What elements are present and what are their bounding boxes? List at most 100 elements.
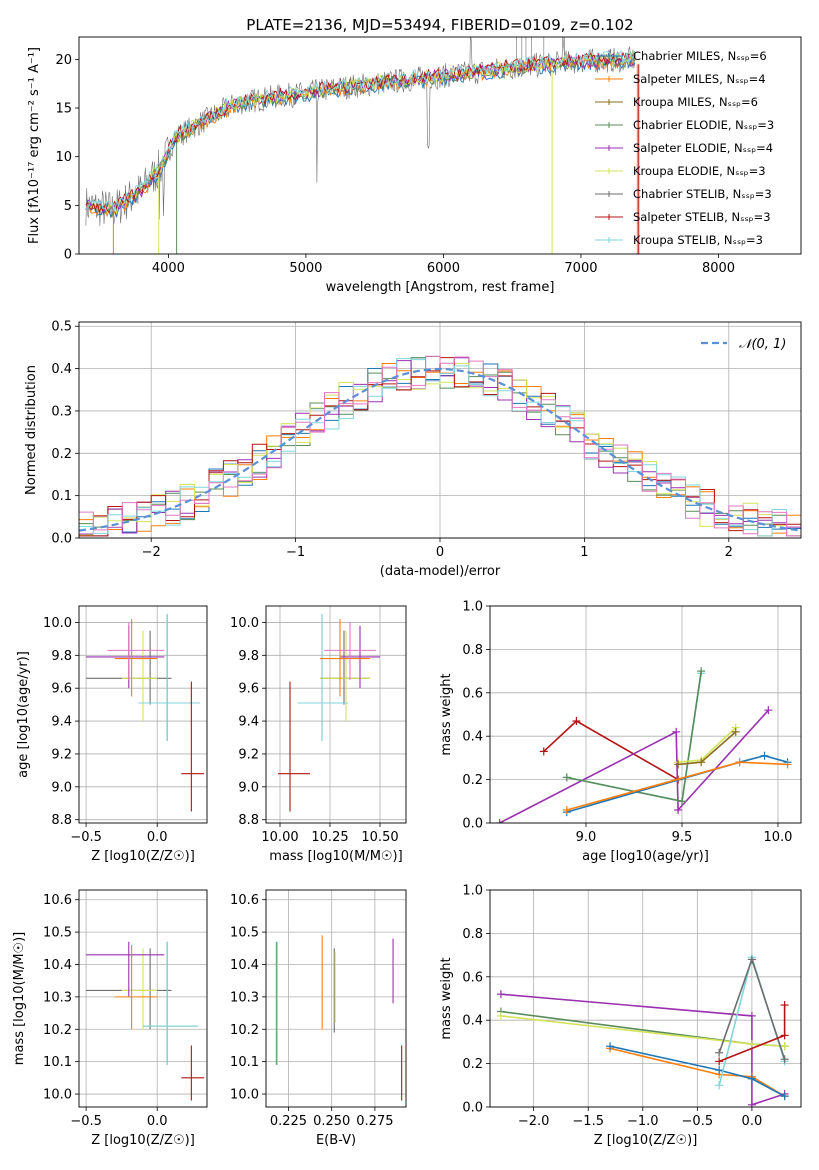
weight-line-4 xyxy=(499,709,769,823)
x-tick-label: 10.00 xyxy=(261,830,298,845)
x-tick-label: 0.225 xyxy=(270,1114,307,1129)
y-tick-label: 1.0 xyxy=(462,884,483,899)
y-tick-label: 9.8 xyxy=(238,649,259,664)
y-tick-label: 0.4 xyxy=(462,730,483,745)
y-tick-label: 10.5 xyxy=(230,926,259,941)
x-tick-label: 10.0 xyxy=(763,830,792,845)
y-tick-label: 0.1 xyxy=(51,489,72,504)
y-tick-label: 0.0 xyxy=(462,1101,483,1116)
weight-line-0 xyxy=(609,1045,785,1097)
y-tick-label: 9.2 xyxy=(51,747,72,762)
x-tick-label: −2 xyxy=(142,545,161,560)
y-tick-label: 0.8 xyxy=(462,643,483,658)
y-tick-label: 10.6 xyxy=(230,893,259,908)
axes-frame xyxy=(78,889,208,1108)
y-tick-label: 9.6 xyxy=(238,682,259,697)
x-tick-label: 10.25 xyxy=(311,830,348,845)
y-tick-label: 0.0 xyxy=(462,817,483,832)
y-axis-label: mass weight xyxy=(439,957,454,1039)
y-tick-label: 8.8 xyxy=(51,813,72,828)
histogram-8 xyxy=(79,358,801,537)
y-tick-label: 9.4 xyxy=(238,715,259,730)
axes-frame xyxy=(78,321,802,539)
y-tick-label: 10.0 xyxy=(230,1088,259,1103)
x-axis-label: mass [log10(M/M☉)] xyxy=(269,849,402,864)
x-axis-label: wavelength [Angstrom, rest frame] xyxy=(326,280,555,295)
x-axis-label: Z [log10(Z/Z☉)] xyxy=(91,1133,195,1148)
x-tick-label: 5000 xyxy=(289,261,322,276)
y-tick-label: 10.4 xyxy=(43,958,72,973)
plot-mass-vs-ebv: 0.225 0.250 0.275 10.0 10.1 10.2 10.3 10.4 10.5 1… xyxy=(230,889,407,1148)
axes-frame xyxy=(265,605,407,824)
y-tick-label: 20 xyxy=(55,53,72,68)
x-tick-label: 0 xyxy=(436,545,444,560)
x-axis-label: age [log10(age/yr)] xyxy=(582,849,709,864)
plot-age-vs-z: −0.5 0.0 8.8 9.0 9.2 9.4 9.6 9.8 10.0 Z [log10(Z/… xyxy=(16,605,208,864)
legend-label: Kroupa ELODIE, Nₛₛₚ=3 xyxy=(633,164,766,178)
weight-line-7 xyxy=(543,720,679,781)
legend-label: Salpeter STELIB, Nₛₛₚ=3 xyxy=(633,210,771,224)
figure-title: PLATE=2136, MJD=53494, FIBERID=0109, z=0… xyxy=(246,16,633,34)
spectrum-model-4 xyxy=(85,53,635,215)
x-tick-label: 7000 xyxy=(564,261,597,276)
y-axis-label: age [log10(age/yr)] xyxy=(16,651,31,778)
y-tick-label: 10.5 xyxy=(43,926,72,941)
weight-line-1 xyxy=(609,1047,786,1097)
x-tick-label: 0.250 xyxy=(313,1114,350,1129)
y-tick-label: 10.3 xyxy=(230,990,259,1005)
x-tick-label: −1.0 xyxy=(627,1114,659,1129)
plot-weights-vs-age: 9.0 9.5 10.0 0.0 0.2 0.4 0.6 0.8 1.0 age [log10(a… xyxy=(439,600,802,864)
x-tick-label: 9.5 xyxy=(672,830,693,845)
axes-frame xyxy=(489,605,802,824)
plot-area xyxy=(85,37,640,254)
y-tick-label: 10.0 xyxy=(43,616,72,631)
y-tick-label: 9.0 xyxy=(238,780,259,795)
x-tick-label: −0.5 xyxy=(70,1114,102,1129)
histogram-9 xyxy=(79,355,801,537)
axes-frame xyxy=(78,605,208,824)
x-tick-label: 10.50 xyxy=(361,830,398,845)
x-tick-label: 0.0 xyxy=(147,1114,168,1129)
y-tick-label: 10.0 xyxy=(43,1088,72,1103)
normal-curve xyxy=(79,367,801,532)
plot-area xyxy=(278,614,380,812)
legend-label: Chabrier ELODIE, Nₛₛₚ=3 xyxy=(633,118,774,132)
legend-label: 𝒩(0, 1) xyxy=(739,337,786,352)
axes-frame xyxy=(489,889,802,1108)
plot-area xyxy=(86,941,205,1101)
axes-frame xyxy=(265,889,407,1108)
x-axis-label: (data-model)/error xyxy=(380,564,501,579)
x-tick-label: −0.5 xyxy=(70,830,102,845)
y-tick-label: 0.2 xyxy=(51,447,72,462)
weight-line-0 xyxy=(566,754,788,813)
x-tick-label: −1.5 xyxy=(572,1114,604,1129)
x-axis-label: Z [log10(Z/Z☉)] xyxy=(594,1133,698,1148)
plot-area xyxy=(495,667,792,823)
y-tick-label: 9.2 xyxy=(238,747,259,762)
plot-weights-vs-z: −2.0 −1.5 −1.0 −0.5 0.0 0.0 0.2 0.4 0.6 0.8 1.0 Z [… xyxy=(439,884,802,1148)
axes-frame xyxy=(78,36,802,255)
spectrum-model-8 xyxy=(85,49,636,215)
y-tick-label: 0.4 xyxy=(462,1014,483,1029)
legend-label: Kroupa STELIB, Nₛₛₚ=3 xyxy=(633,233,763,247)
y-tick-label: 0.5 xyxy=(51,320,72,335)
x-tick-label: 1 xyxy=(580,545,588,560)
histogram-5 xyxy=(79,362,801,537)
x-tick-label: 0.0 xyxy=(742,1114,763,1129)
y-axis-label: mass [log10(M/M☉)] xyxy=(12,932,27,1065)
y-tick-label: 0.0 xyxy=(51,532,72,547)
legend-label: Chabrier STELIB, Nₛₛₚ=3 xyxy=(633,187,772,201)
legend-label: Kroupa MILES, Nₛₛₚ=6 xyxy=(633,95,758,109)
y-tick-label: 10.1 xyxy=(230,1055,259,1070)
x-axis-label: E(B-V) xyxy=(316,1133,356,1148)
y-tick-label: 0.6 xyxy=(462,686,483,701)
y-tick-label: 15 xyxy=(55,102,72,117)
plot-area xyxy=(79,355,801,537)
y-tick-label: 9.6 xyxy=(51,682,72,697)
y-tick-label: 10 xyxy=(55,150,72,165)
plot-area xyxy=(86,614,205,812)
weight-line-4 xyxy=(500,993,785,1106)
y-tick-label: 10.3 xyxy=(43,990,72,1005)
x-tick-label: 0.0 xyxy=(147,830,168,845)
